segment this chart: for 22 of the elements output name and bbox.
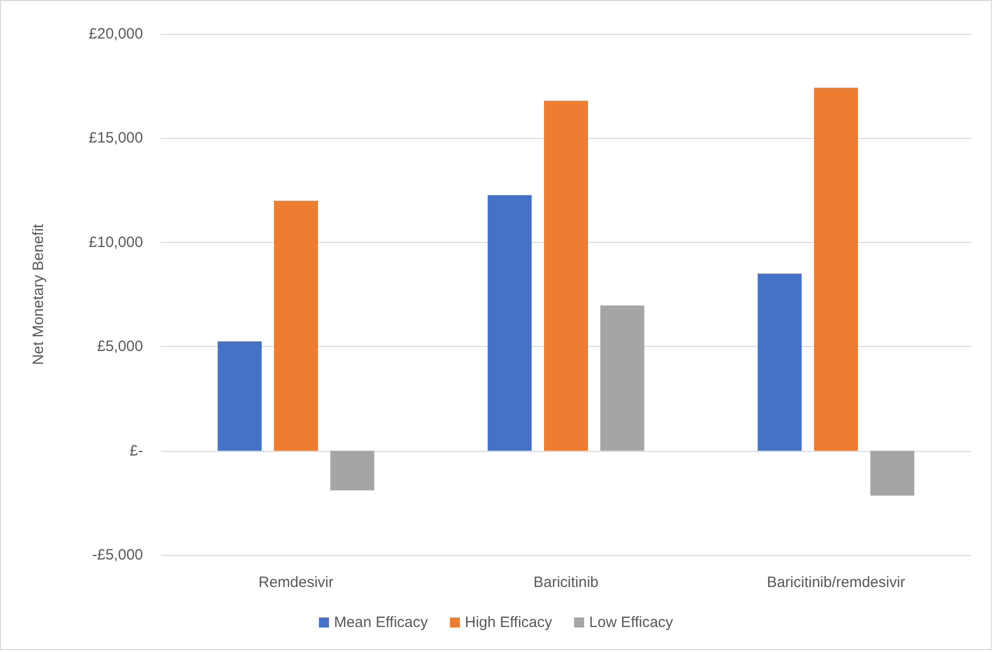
bar <box>758 274 802 451</box>
legend-label: Mean Efficacy <box>334 614 428 631</box>
y-tick-label: £20,000 <box>88 26 143 42</box>
y-axis-title: Net Monetary Benefit <box>30 223 47 365</box>
x-tick-label: Baricitinib/remdesivir <box>766 574 906 591</box>
bar <box>330 450 374 490</box>
bar <box>218 341 262 451</box>
bar <box>814 88 858 451</box>
x-tick-label: Remdesivir <box>258 574 334 591</box>
y-tick-label: £15,000 <box>88 130 143 147</box>
bar <box>274 200 318 451</box>
x-tick-label: Baricitinib <box>533 574 599 591</box>
bar <box>488 195 532 451</box>
bar <box>544 100 588 451</box>
y-tick-label: £- <box>130 442 143 460</box>
y-tick-label: £5,000 <box>97 338 143 356</box>
y-tick-label: £10,000 <box>88 234 143 251</box>
legend-label: High Efficacy <box>464 614 553 631</box>
y-tick-label: -£5,000 <box>92 546 143 564</box>
bar <box>600 306 644 451</box>
legend-label: Low Efficacy <box>589 614 674 631</box>
bar <box>870 450 914 496</box>
